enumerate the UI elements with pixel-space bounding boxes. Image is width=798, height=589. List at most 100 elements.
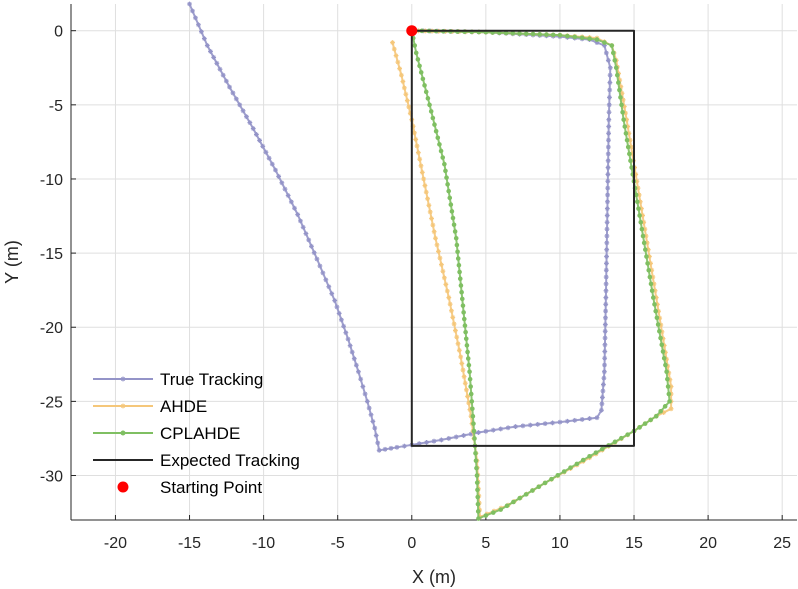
series-point xyxy=(436,249,441,254)
series-point xyxy=(448,202,454,207)
series-point xyxy=(468,384,473,389)
x-axis-label: X (m) xyxy=(412,567,456,587)
marker-stroke xyxy=(600,388,605,394)
y-tick-label: 0 xyxy=(54,24,63,41)
marker-stroke xyxy=(604,247,609,252)
series-point xyxy=(550,32,556,38)
marker-stroke xyxy=(602,362,607,368)
series-point xyxy=(338,317,344,323)
marker-stroke xyxy=(282,187,288,192)
marker-stroke xyxy=(602,342,607,347)
marker-stroke xyxy=(298,218,303,223)
series-point xyxy=(469,399,475,404)
series-point xyxy=(504,503,510,509)
series-point xyxy=(619,435,624,441)
legend-label: Starting Point xyxy=(160,478,262,497)
series-point xyxy=(602,328,608,334)
series-point xyxy=(463,336,469,342)
series-point xyxy=(353,362,359,368)
marker-stroke xyxy=(599,401,604,406)
marker-stroke xyxy=(603,302,608,307)
marker-stroke xyxy=(350,350,355,355)
marker-stroke xyxy=(607,87,612,93)
series-point xyxy=(196,22,201,28)
marker-stroke xyxy=(604,261,609,266)
series-point xyxy=(326,284,332,290)
series-point xyxy=(464,343,470,348)
series-point xyxy=(323,277,329,283)
marker-stroke xyxy=(260,144,265,149)
series-point xyxy=(643,247,648,252)
series-point xyxy=(351,356,357,362)
series-point xyxy=(490,427,496,433)
series-point xyxy=(661,355,667,361)
marker-stroke xyxy=(607,95,612,100)
series-point xyxy=(662,404,668,409)
series-point xyxy=(602,335,608,341)
marker-stroke xyxy=(445,288,450,294)
series-point xyxy=(665,376,670,382)
series-point xyxy=(427,102,432,108)
series-point xyxy=(423,89,429,95)
series-point xyxy=(462,323,468,328)
marker-stroke xyxy=(314,257,319,262)
series-point xyxy=(600,395,605,400)
series-point xyxy=(455,341,461,347)
series-point xyxy=(505,425,511,431)
series-point xyxy=(217,66,223,72)
series-point xyxy=(463,329,468,335)
marker-stroke xyxy=(420,170,425,175)
series-point xyxy=(665,384,671,389)
series-point xyxy=(550,420,555,426)
series-point xyxy=(341,323,347,329)
marker-stroke xyxy=(460,368,466,373)
series-point xyxy=(535,421,541,427)
marker-stroke xyxy=(565,419,570,424)
series-point xyxy=(187,1,192,7)
series-point xyxy=(401,85,407,91)
series-point xyxy=(420,76,426,82)
series-point xyxy=(490,510,496,515)
series-point xyxy=(198,29,204,35)
series-point xyxy=(636,206,641,211)
series-point xyxy=(426,202,432,208)
marker-stroke xyxy=(428,209,433,214)
marker-stroke xyxy=(375,440,380,445)
marker-stroke xyxy=(358,377,363,382)
series-point xyxy=(415,150,421,156)
series-point xyxy=(451,321,457,327)
series-point xyxy=(593,450,599,455)
series-point xyxy=(536,484,542,490)
marker-stroke xyxy=(621,97,626,102)
marker-stroke xyxy=(437,256,442,261)
series-point xyxy=(388,445,394,451)
legend-item: AHDE xyxy=(93,397,207,416)
series-expected-tracking xyxy=(410,29,635,447)
marker-stroke xyxy=(457,348,462,353)
series-point xyxy=(468,391,474,397)
marker-stroke xyxy=(323,277,328,282)
marker-stroke xyxy=(424,440,429,445)
series-point xyxy=(471,421,476,426)
series-point xyxy=(247,120,253,126)
series-point xyxy=(474,473,480,478)
series-point xyxy=(612,58,618,63)
series-point xyxy=(193,15,198,21)
marker-stroke xyxy=(352,356,357,361)
series-point xyxy=(604,254,609,259)
series-point xyxy=(659,342,665,348)
series-point xyxy=(658,335,663,341)
series-point xyxy=(443,282,449,287)
series-point xyxy=(421,176,427,182)
series-line xyxy=(410,29,635,447)
series-point xyxy=(440,155,446,160)
series-point xyxy=(625,144,631,150)
series-point xyxy=(417,63,422,69)
series-point xyxy=(452,229,458,234)
marker-stroke xyxy=(230,90,235,95)
series-point xyxy=(638,220,644,225)
series-point xyxy=(572,417,578,423)
marker-stroke xyxy=(251,126,256,131)
series-point xyxy=(565,33,570,39)
marker-stroke xyxy=(397,66,402,71)
